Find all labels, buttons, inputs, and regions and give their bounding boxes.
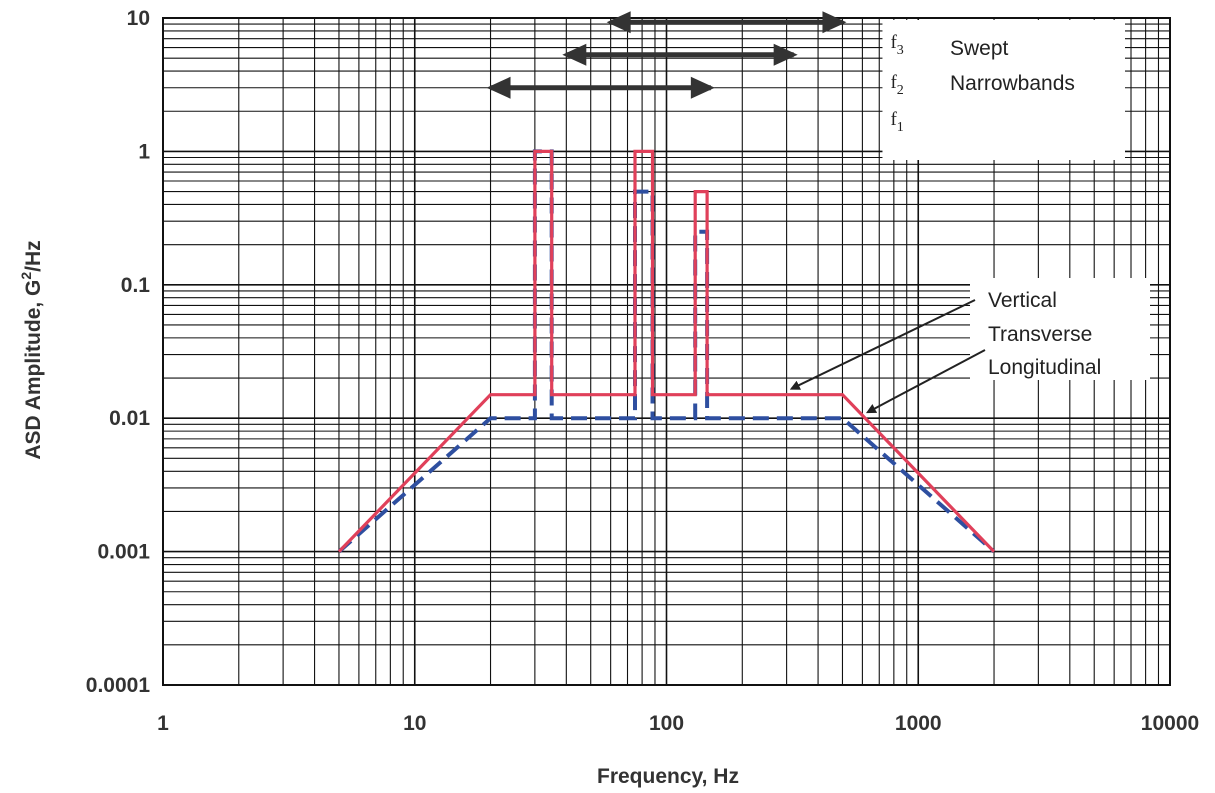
y-tick-label: 10: [127, 7, 150, 30]
series-line-vertical: [337, 149, 996, 553]
band-label-f1: f1: [890, 109, 903, 135]
x-tick-label: 100: [649, 712, 684, 735]
x-axis-title: Frequency, Hz: [597, 765, 739, 788]
arrowhead-right: [690, 76, 715, 99]
y-tick-label: 1: [138, 140, 150, 163]
arrowhead-left: [486, 76, 511, 99]
transverse-pointer-arrow: [865, 349, 986, 414]
x-tick-label: 10000: [1141, 712, 1199, 735]
y-tick-label: 0.01: [109, 407, 150, 430]
swept-note-box: [882, 20, 1125, 160]
y-axis-title: ASD Amplitude, G2/Hz: [18, 240, 45, 459]
band-label-f2: f2: [890, 72, 903, 98]
legend-label-transverse: Transverse: [988, 323, 1092, 346]
arrowhead-left: [606, 11, 631, 34]
x-tick-label: 1: [157, 712, 169, 735]
y-tick-label: 0.001: [97, 541, 150, 564]
y-axis-title-main: ASD Amplitude, G: [22, 280, 45, 460]
plot-frame: [162, 17, 1171, 686]
y-axis-title-tail: /Hz: [22, 240, 45, 272]
arrowhead-right: [822, 11, 847, 34]
legend-label-longitudinal: Longitudinal: [988, 356, 1101, 379]
vertical-pointer-arrow: [789, 299, 976, 390]
swept-label: Swept: [950, 37, 1009, 60]
arrowhead-right: [773, 43, 798, 66]
overlay: f3 f2 f1 Swept Narrowbands Vertical Transverse…: [486, 11, 1150, 414]
x-tick-label: 10: [403, 712, 426, 735]
y-axis-title-sup: 2: [18, 272, 34, 280]
legend-note-box: [970, 278, 1150, 380]
y-tick-label: 0.1: [121, 274, 151, 297]
legend-label-vertical: Vertical: [988, 289, 1057, 312]
y-tick-label: 0.0001: [86, 674, 151, 697]
series-layer: [337, 149, 996, 554]
arrowhead-left: [562, 43, 587, 66]
narrowbands-label: Narrowbands: [950, 72, 1075, 95]
x-tick-label: 1000: [895, 712, 942, 735]
band-label-f3: f3: [890, 32, 903, 58]
tick-labels: 1 10 100 1000 10000 0.0001 0.001 0.01 0.1 1 10: [86, 7, 1199, 735]
